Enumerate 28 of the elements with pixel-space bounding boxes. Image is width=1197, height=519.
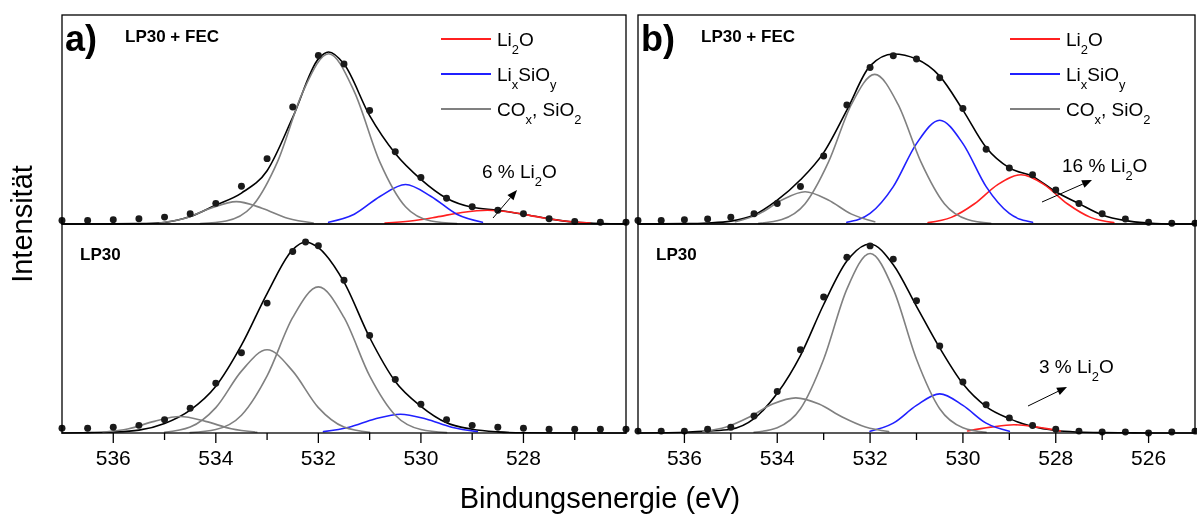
x-tick-label: 528 (1038, 446, 1074, 469)
chart-title: a) (65, 18, 98, 59)
legend-label: CO$_{x}$, SiO$_{2}$ (1066, 99, 1151, 127)
x-tick-label: 526 (1131, 446, 1167, 469)
chart-title: b) (641, 18, 675, 59)
chart-subtitle: LP30 (80, 245, 121, 264)
x-tick-label: 532 (300, 446, 336, 469)
x-tick-label: 536 (95, 446, 131, 469)
chart-subtitle: LP30 (656, 245, 697, 264)
x-tick-label: 532 (852, 446, 888, 469)
x-tick-label: 534 (198, 446, 234, 469)
x-tick-label: 536 (666, 446, 702, 469)
annotation: 6 % Li$_{2}$O (482, 161, 557, 189)
legend-label: Li$_{2}$O (497, 29, 534, 57)
legend-label: CO$_{x}$, SiO$_{2}$ (497, 99, 582, 127)
legend-label: Li$_{x}$SiO$_{y}$ (497, 64, 557, 92)
chart-subtitle: LP30 + FEC (701, 27, 796, 46)
y-axis-title: Intensität (6, 165, 38, 283)
annotation: 3 % Li$_{2}$O (1039, 356, 1114, 384)
x-tick-label: 528 (505, 446, 541, 469)
chart-subtitle: LP30 + FEC (125, 27, 220, 46)
x-axis-title: Bindungsenergie (eV) (459, 482, 741, 514)
x-tick-label: 530 (945, 446, 981, 469)
x-tick-label: 534 (759, 446, 796, 469)
legend-label: Li$_{x}$SiO$_{y}$ (1066, 64, 1126, 92)
x-tick-label: 530 (403, 446, 439, 469)
legend-label: Li$_{2}$O (1066, 29, 1103, 57)
annotation: 16 % Li$_{2}$O (1062, 155, 1148, 183)
